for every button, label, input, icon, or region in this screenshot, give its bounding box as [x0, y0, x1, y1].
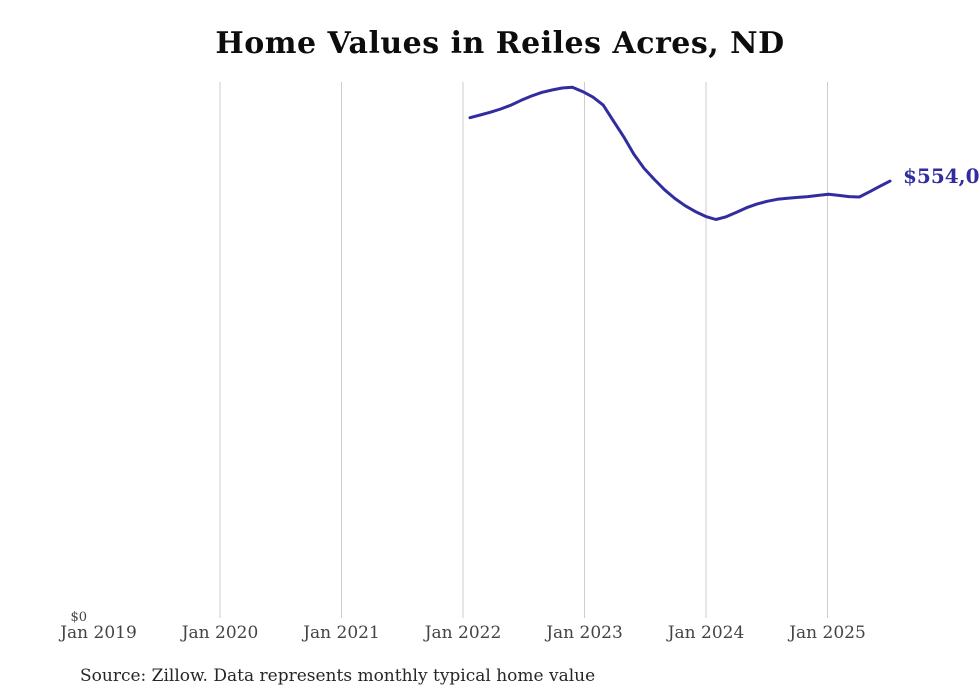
gridlines-group	[219, 82, 828, 618]
x-tick-jan-2022: Jan 2022	[424, 623, 502, 643]
x-tick-jan-2025: Jan 2025	[789, 623, 866, 643]
chart-title: Home Values in Reiles Acres, ND	[215, 26, 785, 61]
home-value-line	[468, 85, 892, 221]
x-tick-jan-2024: Jan 2024	[667, 623, 745, 643]
source-note: Source: Zillow. Data represents monthly …	[80, 666, 596, 686]
y-axis-zero-label: $0	[70, 610, 87, 625]
x-tick-jan-2019: Jan 2019	[60, 623, 137, 643]
latest-value-label: $554,019	[903, 164, 980, 188]
x-tick-jan-2021: Jan 2021	[303, 623, 380, 643]
x-tick-jan-2020: Jan 2020	[181, 623, 259, 643]
x-tick-jan-2023: Jan 2023	[546, 623, 623, 643]
